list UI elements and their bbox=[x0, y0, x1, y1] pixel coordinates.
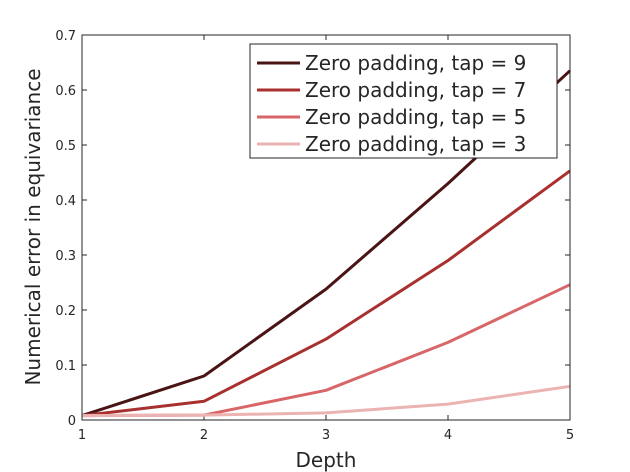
y-axis-label: Numerical error in equivariance bbox=[21, 68, 45, 385]
y-tick-label: 0.3 bbox=[55, 249, 76, 264]
y-tick-label: 0.2 bbox=[55, 304, 76, 319]
legend-label-3: Zero padding, tap = 3 bbox=[305, 132, 526, 156]
y-tick-label: 0.7 bbox=[55, 29, 76, 44]
x-tick-label: 3 bbox=[322, 428, 330, 443]
legend-label-1: Zero padding, tap = 7 bbox=[305, 78, 526, 102]
legend-label-0: Zero padding, tap = 9 bbox=[305, 51, 526, 75]
series-line-1 bbox=[81, 169, 571, 418]
x-tick-label: 5 bbox=[566, 428, 574, 443]
x-tick-label: 4 bbox=[444, 428, 452, 443]
y-tick-label: 0.6 bbox=[55, 84, 76, 99]
y-tick-label: 0.1 bbox=[55, 359, 76, 374]
legend-box bbox=[249, 43, 558, 159]
x-axis-label: Depth bbox=[296, 448, 357, 472]
series-line-3 bbox=[81, 384, 571, 418]
x-tick-label: 1 bbox=[78, 428, 86, 443]
axes-frame bbox=[81, 34, 571, 421]
y-tick-label: 0.4 bbox=[55, 194, 76, 209]
x-tick-label: 2 bbox=[200, 428, 208, 443]
legend-label-2: Zero padding, tap = 5 bbox=[305, 105, 526, 129]
y-tick-label: 0 bbox=[68, 414, 76, 429]
y-tick-label: 0.5 bbox=[55, 139, 76, 154]
legend: Zero padding, tap = 9 Zero padding, tap =… bbox=[249, 43, 558, 159]
